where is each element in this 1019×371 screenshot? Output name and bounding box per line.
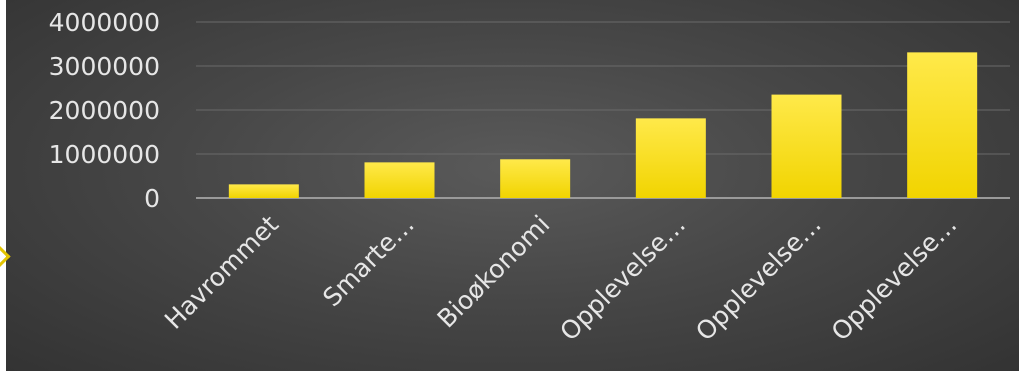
x-tick-label: Smarte… [317,210,420,313]
y-tick-label: 1000000 [49,140,160,169]
gridlines [196,21,1010,199]
x-axis-tick-labels: Havrommet Smarte… BioøkonomiOpplevelse…Opp… [159,210,962,347]
x-tick-label: Bioøkonomi [432,210,556,334]
bar [907,52,978,198]
bar [500,159,571,198]
y-axis-tick-labels: 0 1000000 2000000 3000000 4000000 [49,8,160,213]
y-tick-label: 2000000 [49,96,160,125]
bars [228,52,978,198]
bar [635,118,706,198]
x-tick-label: Havrommet [159,210,284,335]
y-tick-label: 4000000 [49,8,160,37]
bar [771,94,842,198]
x-tick-label: Opplevelse… [826,210,963,347]
x-tick-label: Opplevelse… [690,210,827,347]
y-tick-label: 3000000 [49,52,160,81]
x-tick-label: Opplevelse… [554,210,691,347]
bar [228,184,299,198]
bar [364,162,435,198]
y-tick-label: 0 [144,184,160,213]
